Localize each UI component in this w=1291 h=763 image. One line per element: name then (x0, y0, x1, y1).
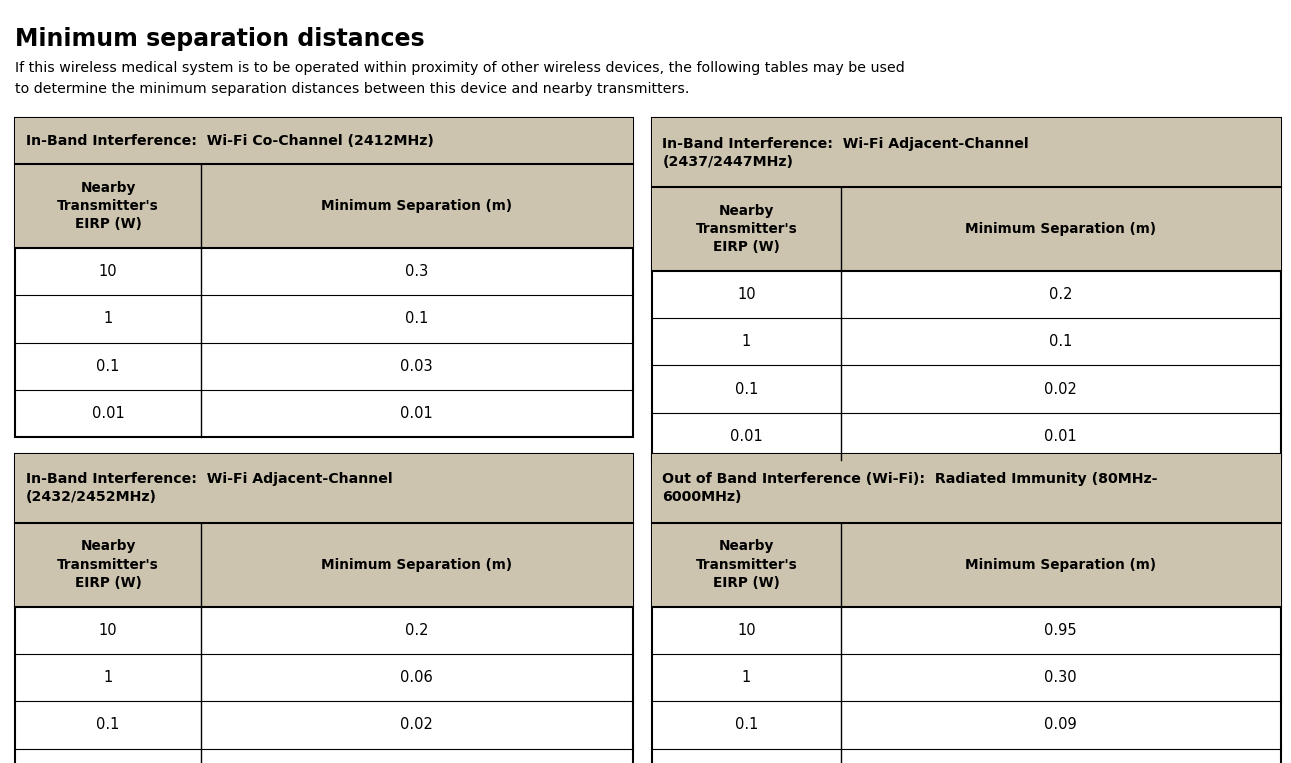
Text: 0.2: 0.2 (405, 623, 429, 638)
Text: In-Band Interference:  Wi-Fi Co-Channel (2412MHz): In-Band Interference: Wi-Fi Co-Channel (… (26, 134, 434, 148)
Text: Minimum Separation (m): Minimum Separation (m) (966, 222, 1157, 236)
Text: 0.01: 0.01 (92, 406, 124, 421)
Text: Minimum Separation (m): Minimum Separation (m) (321, 199, 513, 213)
Text: Nearby
Transmitter's
EIRP (W): Nearby Transmitter's EIRP (W) (696, 204, 797, 254)
Text: 0.2: 0.2 (1048, 287, 1073, 302)
Bar (15, 454, 633, 523)
Bar (652, 118, 1281, 187)
Text: 0.1: 0.1 (405, 311, 429, 327)
Text: 10: 10 (737, 623, 755, 638)
Bar (652, 454, 1281, 523)
Text: 0.02: 0.02 (400, 717, 432, 732)
Bar (652, 187, 1281, 271)
Text: 10: 10 (98, 264, 117, 279)
Text: 1: 1 (103, 311, 112, 327)
Bar (652, 454, 1281, 763)
Text: 1: 1 (103, 670, 112, 685)
Text: 0.1: 0.1 (735, 717, 758, 732)
Text: If this wireless medical system is to be operated within proximity of other wire: If this wireless medical system is to be… (15, 61, 905, 95)
Text: Nearby
Transmitter's
EIRP (W): Nearby Transmitter's EIRP (W) (696, 539, 797, 590)
Bar (652, 118, 1281, 460)
Text: 1: 1 (741, 670, 751, 685)
Bar (15, 164, 633, 248)
Text: 0.01: 0.01 (400, 406, 432, 421)
Bar (15, 454, 633, 763)
Bar (15, 118, 633, 437)
Bar (15, 118, 633, 164)
Bar (652, 523, 1281, 607)
Text: In-Band Interference:  Wi-Fi Adjacent-Channel
(2437/2447MHz): In-Band Interference: Wi-Fi Adjacent-Cha… (662, 137, 1029, 169)
Text: 0.1: 0.1 (1048, 334, 1073, 349)
Text: Minimum separation distances: Minimum separation distances (15, 27, 425, 50)
Text: 0.30: 0.30 (1044, 670, 1077, 685)
Text: Minimum Separation (m): Minimum Separation (m) (966, 558, 1157, 571)
Text: 0.01: 0.01 (1044, 429, 1077, 444)
Text: Nearby
Transmitter's
EIRP (W): Nearby Transmitter's EIRP (W) (57, 181, 159, 231)
Text: Out of Band Interference (Wi-Fi):  Radiated Immunity (80MHz-
6000MHz): Out of Band Interference (Wi-Fi): Radiat… (662, 472, 1158, 504)
Text: 10: 10 (737, 287, 755, 302)
Text: 0.09: 0.09 (1044, 717, 1077, 732)
Text: Minimum Separation (m): Minimum Separation (m) (321, 558, 513, 571)
Text: 0.01: 0.01 (729, 429, 763, 444)
Text: Nearby
Transmitter's
EIRP (W): Nearby Transmitter's EIRP (W) (57, 539, 159, 590)
Text: 1: 1 (741, 334, 751, 349)
Text: 0.3: 0.3 (405, 264, 429, 279)
Text: 0.1: 0.1 (97, 717, 120, 732)
Text: 0.06: 0.06 (400, 670, 432, 685)
Text: 0.95: 0.95 (1044, 623, 1077, 638)
Text: 0.1: 0.1 (97, 359, 120, 374)
Text: In-Band Interference:  Wi-Fi Adjacent-Channel
(2432/2452MHz): In-Band Interference: Wi-Fi Adjacent-Cha… (26, 472, 392, 504)
Text: 0.1: 0.1 (735, 382, 758, 397)
Bar (15, 523, 633, 607)
Text: 0.02: 0.02 (1044, 382, 1077, 397)
Text: 10: 10 (98, 623, 117, 638)
Text: 0.03: 0.03 (400, 359, 432, 374)
